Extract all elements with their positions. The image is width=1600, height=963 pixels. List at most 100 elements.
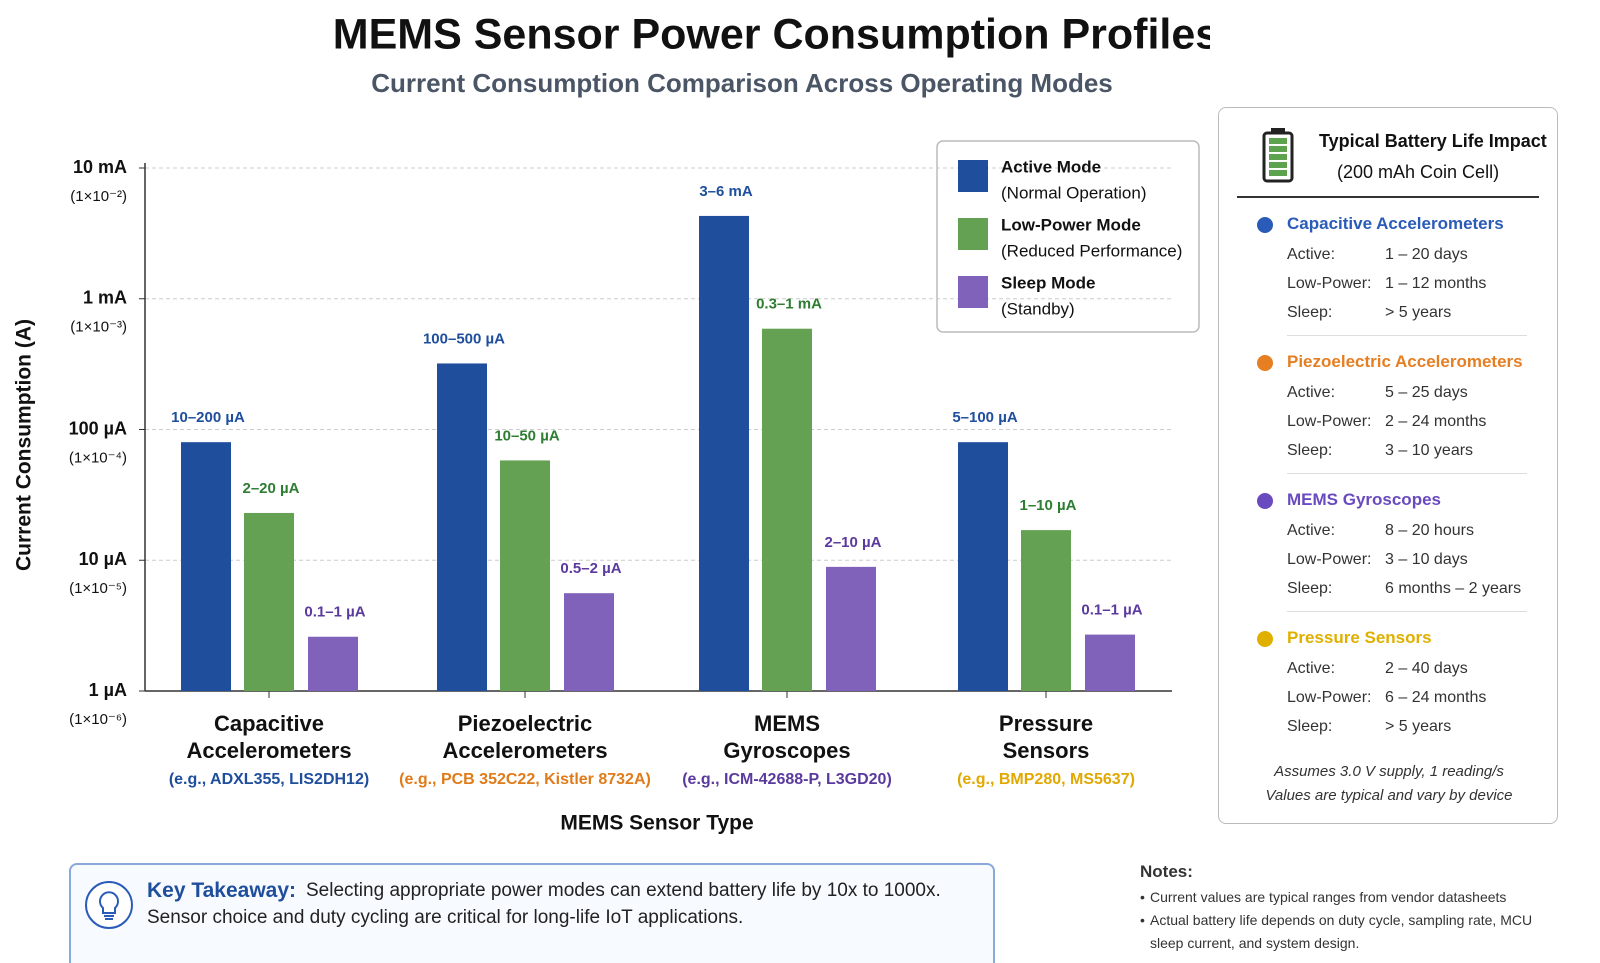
section-name: MEMS Gyroscopes (1287, 490, 1441, 509)
life-value: 1 – 12 months (1385, 275, 1487, 292)
bar (564, 593, 614, 691)
panel-section: Pressure Sensors Active: 2 – 40 days Low-Po… (1257, 628, 1527, 741)
bar (500, 460, 550, 691)
y-tick-sublabel: (1×10⁻⁵) (69, 580, 127, 597)
y-axis-title: Current Consumption (A) (13, 319, 36, 571)
x-tick-label: Capacitive Accelerometers (186, 711, 352, 763)
notes-title: Notes: (1140, 862, 1193, 881)
section-dot (1257, 355, 1273, 371)
life-label: Sleep: (1287, 304, 1333, 321)
panel-title: Typical Battery Life Impact (1319, 131, 1547, 151)
panel-footnote: Assumes 3.0 V supply, 1 reading/s (1274, 763, 1504, 780)
example-label: (e.g., ICM-42688-P, L3GD20) (682, 771, 892, 788)
chart-title: MEMS Sensor Power Consumption Profiles (333, 10, 1210, 58)
value-label: 3–6 mA (699, 183, 753, 200)
bar (244, 512, 294, 691)
bar (762, 328, 812, 691)
panel-subtitle: (200 mAh Coin Cell) (1337, 162, 1500, 182)
legend-swatch (958, 160, 988, 192)
value-label: 1–10 µA (1019, 497, 1076, 514)
legend-box (936, 140, 1200, 333)
y-tick-label: 100 µA (69, 418, 127, 438)
life-label: Low-Power: (1287, 275, 1372, 292)
legend-description: (Standby) (1001, 299, 1075, 318)
life-row: Sleep: > 5 years (1287, 712, 1527, 741)
bar (181, 442, 231, 691)
life-label: Sleep: (1287, 718, 1333, 735)
life-label: Low-Power: (1287, 413, 1372, 430)
note-item: Actual battery life depends on duty cycl… (1140, 909, 1540, 955)
example-label: (e.g., PCB 352C22, Kistler 8732A) (399, 771, 651, 788)
takeaway-heading: Key Takeaway: (147, 879, 297, 902)
life-row: Low-Power: 6 – 24 months (1287, 683, 1527, 712)
life-row: Active: 8 – 20 hours (1287, 516, 1527, 545)
life-value: 3 – 10 days (1385, 551, 1468, 568)
life-row: Active: 2 – 40 days (1287, 654, 1527, 683)
bar (699, 215, 749, 691)
section-rule (1287, 473, 1527, 474)
panel-footnote: Values are typical and vary by device (1265, 787, 1513, 804)
y-tick-label: 1 mA (83, 288, 127, 308)
section-name: Piezoelectric Accelerometers (1287, 352, 1523, 371)
value-label: 2–10 µA (824, 534, 881, 551)
bar (308, 636, 358, 691)
section-name: Capacitive Accelerometers (1287, 214, 1504, 233)
life-row: Active: 1 – 20 days (1287, 240, 1527, 269)
value-label: 10–50 µA (494, 427, 560, 444)
life-row: Low-Power: 3 – 10 days (1287, 545, 1527, 574)
y-tick-label: 1 µA (89, 680, 127, 700)
bar (958, 442, 1008, 691)
panel-section: MEMS Gyroscopes Active: 8 – 20 hours Low-Po… (1257, 490, 1527, 612)
section-dot (1257, 217, 1273, 233)
legend-label: Low-Power Mode (1001, 215, 1141, 234)
section-name: Pressure Sensors (1287, 628, 1432, 647)
x-tick-label: MEMS Gyroscopes (723, 711, 851, 763)
section-dot (1257, 493, 1273, 509)
x-tick-label: Pressure Sensors (998, 711, 1094, 763)
section-rule (1287, 335, 1527, 336)
bar (1085, 634, 1135, 691)
y-tick-sublabel: (1×10⁻²) (70, 188, 127, 205)
panel-rule (1237, 196, 1539, 198)
notes: Notes: Current values are typical ranges… (1140, 862, 1540, 955)
panel-section: Piezoelectric Accelerometers Active: 5 – 2… (1257, 352, 1527, 474)
legend-swatch (958, 218, 988, 250)
value-label: 0.3–1 mA (756, 296, 822, 313)
life-row: Active: 5 – 25 days (1287, 378, 1527, 407)
life-value: 8 – 20 hours (1385, 522, 1474, 539)
life-row: Sleep: > 5 years (1287, 298, 1527, 327)
life-value: 5 – 25 days (1385, 384, 1468, 401)
legend-description: (Normal Operation) (1001, 183, 1147, 202)
legend-description: (Reduced Performance) (1001, 241, 1182, 260)
battery-icon (1262, 128, 1294, 183)
life-value: > 5 years (1385, 304, 1452, 321)
chart-subtitle: Current Consumption Comparison Across Op… (371, 68, 1113, 98)
bulb-icon (85, 881, 133, 929)
chart: MEMS Sensor Power Consumption Profiles C… (13, 10, 1210, 835)
y-tick-sublabel: (1×10⁻⁶) (69, 711, 127, 728)
section-rule (1287, 611, 1527, 612)
y-tick-label: 10 µA (79, 549, 127, 569)
section-dot (1257, 631, 1273, 647)
value-label: 2–20 µA (242, 480, 299, 497)
panel-section: Capacitive Accelerometers Active: 1 – 20 d… (1257, 214, 1527, 336)
life-value: 6 months – 2 years (1385, 580, 1522, 597)
takeaway-text: Sensor choice and duty cycling are criti… (147, 907, 744, 928)
battery-panel: Typical Battery Life Impact (200 mAh Coi… (1218, 107, 1558, 824)
life-row: Low-Power: 1 – 12 months (1287, 269, 1527, 298)
legend-label: Sleep Mode (1001, 273, 1095, 292)
life-label: Sleep: (1287, 580, 1333, 597)
y-tick-sublabel: (1×10⁻³) (70, 319, 127, 336)
y-tick-label: 10 mA (73, 157, 127, 177)
life-label: Active: (1287, 660, 1336, 677)
value-label: 0.1–1 µA (1081, 602, 1142, 619)
x-axis-title: MEMS Sensor Type (560, 812, 753, 835)
bar (437, 363, 487, 691)
bar (826, 566, 876, 691)
life-label: Low-Power: (1287, 551, 1372, 568)
life-row: Sleep: 6 months – 2 years (1287, 574, 1527, 603)
life-row: Low-Power: 2 – 24 months (1287, 407, 1527, 436)
example-label: (e.g., ADXL355, LIS2DH12) (168, 771, 370, 788)
note-item: Current values are typical ranges from v… (1140, 886, 1540, 909)
